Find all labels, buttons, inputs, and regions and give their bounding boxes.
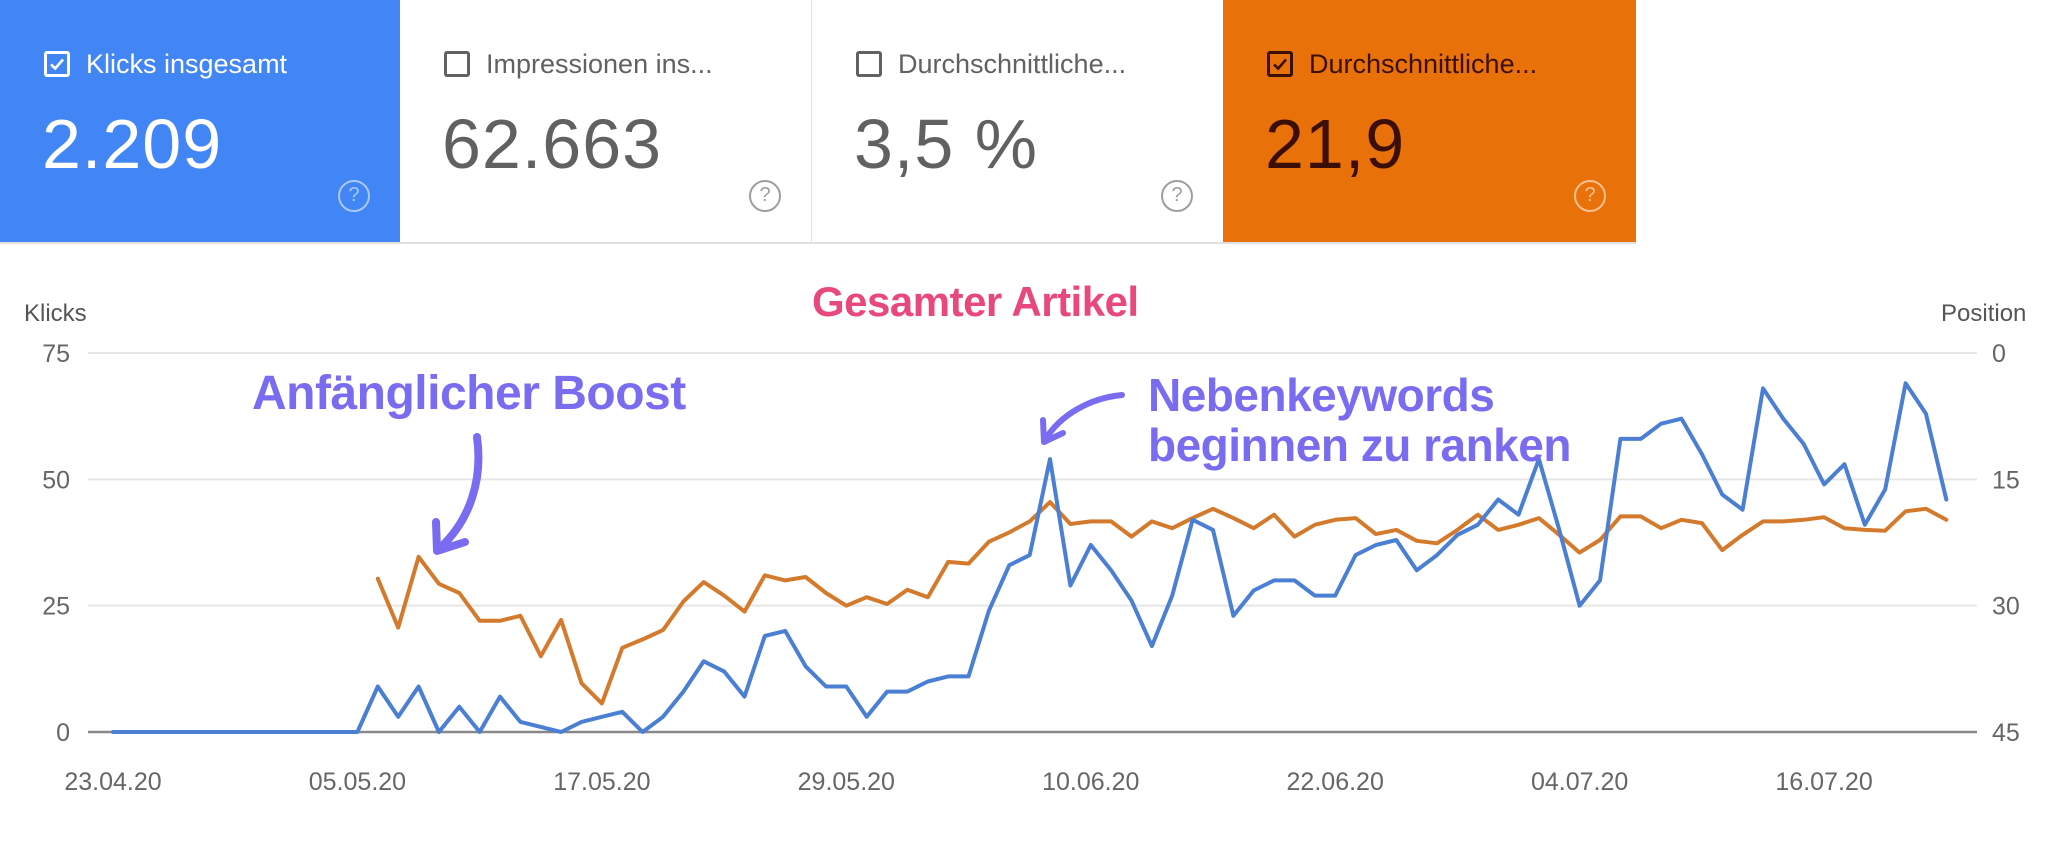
annotation-line-2: beginnen zu ranken — [1148, 419, 1571, 471]
x-tick-label: 04.07.20 — [1531, 768, 1628, 796]
metric-card-average-position[interactable]: Durchschnittliche... 21,9 ? — [1223, 0, 1636, 242]
right-axis-ticks: 45 30 15 0 — [1992, 340, 2020, 747]
help-icon[interactable]: ? — [749, 180, 781, 212]
arrowhead-icon — [1040, 417, 1066, 445]
help-icon[interactable]: ? — [338, 180, 370, 212]
metric-header: Impressionen ins... — [444, 48, 713, 80]
left-axis-ticks: 0 25 50 75 — [42, 340, 70, 747]
y2-tick-label: 30 — [1992, 593, 2020, 621]
annotation-secondary-keywords: Nebenkeywords beginnen zu ranken — [1148, 370, 1571, 470]
metric-card-average-ctr[interactable]: Durchschnittliche... 3,5 % ? — [812, 0, 1223, 242]
data-lines — [111, 381, 1949, 734]
metric-card-total-impressions[interactable]: Impressionen ins... 62.663 ? — [400, 0, 812, 242]
x-tick-label: 10.06.20 — [1042, 768, 1139, 796]
x-axis-ticks: 23.04.20 05.05.20 17.05.20 29.05.20 10.06.20… — [64, 768, 1872, 796]
metric-value: 21,9 — [1265, 105, 1406, 183]
left-axis-title: Klicks — [24, 300, 87, 327]
x-tick-label: 16.07.20 — [1775, 768, 1872, 796]
y-tick-label: 25 — [42, 593, 70, 621]
metric-cards: Klicks insgesamt 2.209 ? Impressionen in… — [0, 0, 1636, 244]
x-tick-label: 17.05.20 — [553, 768, 650, 796]
x-tick-label: 22.06.20 — [1287, 768, 1384, 796]
y-tick-label: 0 — [56, 719, 70, 747]
y-tick-label: 50 — [42, 466, 70, 494]
metric-label: Impressionen ins... — [486, 49, 713, 79]
y2-tick-label: 15 — [1992, 466, 2020, 494]
arrow-left-icon — [1042, 392, 1125, 443]
checkbox-unchecked-icon[interactable] — [444, 51, 470, 77]
y2-tick-label: 45 — [1992, 719, 2020, 747]
x-tick-label: 05.05.20 — [309, 768, 406, 796]
y-tick-label: 75 — [42, 340, 70, 368]
metric-label: Klicks insgesamt — [86, 49, 288, 79]
arrow-down-icon — [436, 433, 483, 552]
right-axis-title: Position — [1941, 300, 2027, 327]
metric-value: 62.663 — [442, 105, 663, 183]
metric-card-total-clicks[interactable]: Klicks insgesamt 2.209 ? — [0, 0, 400, 242]
help-icon[interactable]: ? — [1574, 180, 1606, 212]
metric-value: 3,5 % — [854, 105, 1038, 183]
metric-value: 2.209 — [42, 105, 223, 183]
arrowhead-icon — [432, 518, 469, 555]
x-tick-label: 29.05.20 — [798, 768, 895, 796]
checkbox-checked-icon[interactable] — [1267, 51, 1293, 77]
annotation-line-1: Nebenkeywords — [1148, 369, 1495, 421]
metric-label: Durchschnittliche... — [898, 49, 1127, 79]
checkbox-checked-icon[interactable] — [44, 51, 70, 77]
help-icon[interactable]: ? — [1161, 180, 1193, 212]
clicks-line — [111, 381, 1949, 734]
position-line — [375, 500, 1949, 706]
chart-title: Gesamter Artikel — [812, 278, 1139, 325]
x-tick-label: 23.04.20 — [64, 768, 161, 796]
y2-tick-label: 0 — [1992, 340, 2006, 368]
metric-label: Durchschnittliche... — [1309, 49, 1538, 79]
annotation-initial-boost: Anfänglicher Boost — [252, 367, 686, 420]
annotation-arrows — [432, 392, 1125, 555]
checkbox-unchecked-icon[interactable] — [856, 51, 882, 77]
metric-header: Klicks insgesamt — [44, 48, 287, 80]
metric-header: Durchschnittliche... — [856, 48, 1126, 80]
metric-header: Durchschnittliche... — [1267, 48, 1537, 80]
